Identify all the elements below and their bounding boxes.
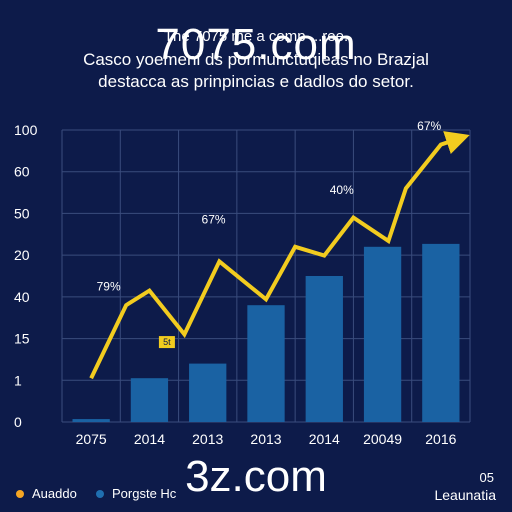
bar xyxy=(305,276,343,422)
annotation-label: 67% xyxy=(202,212,226,226)
y-tick-label: 20 xyxy=(14,247,30,263)
y-tick-label: 50 xyxy=(14,205,30,221)
x-tick-label: 20049 xyxy=(363,431,402,447)
x-tick-label: 2016 xyxy=(425,431,456,447)
corner-number: 05 xyxy=(479,470,494,485)
x-tick-label: 2014 xyxy=(309,431,340,447)
bar xyxy=(247,305,285,422)
annotation-label: 40% xyxy=(330,183,354,197)
x-tick-label: 2075 xyxy=(76,431,107,447)
bar xyxy=(130,378,169,422)
annotation-label: 5t xyxy=(163,337,171,347)
legend-swatch-2 xyxy=(96,489,104,498)
watermark-top: 7075.com xyxy=(155,20,357,69)
legend-label-2: Porgste Hc xyxy=(112,486,177,501)
legend-item-1: Auaddo xyxy=(16,486,77,501)
watermark-bottom: 3z.com xyxy=(185,452,327,501)
bar xyxy=(189,363,227,422)
bar xyxy=(363,246,402,422)
x-tick-label: 2014 xyxy=(134,431,165,447)
legend-label-1: Auaddo xyxy=(32,486,77,501)
y-tick-label: 15 xyxy=(14,331,30,347)
legend-swatch-1 xyxy=(16,489,24,498)
y-tick-label: 40 xyxy=(14,289,30,305)
x-tick-label: 2013 xyxy=(192,431,223,447)
series-line xyxy=(89,131,470,380)
y-tick-label: 60 xyxy=(14,164,30,180)
bar xyxy=(422,243,460,422)
annotation-label: 67% xyxy=(417,119,441,133)
y-tick-label: 100 xyxy=(14,122,38,138)
y-tick-label: 1 xyxy=(14,372,22,388)
header-line-2: Casco yoemenl ds pormunctuqieas no Brazj… xyxy=(83,50,429,69)
annotation-badge xyxy=(158,336,175,349)
annotation-label: 79% xyxy=(97,280,121,294)
corner-label: Leaunatia xyxy=(434,487,496,503)
y-tick-label: 0 xyxy=(14,414,22,430)
header-line-1: The 7075 me a comp ...ree. xyxy=(163,28,349,45)
legend-item-2: Porgste Hc xyxy=(96,486,176,501)
header-line-3: destacca as prinpincias e dadlos do seto… xyxy=(98,72,414,91)
x-tick-label: 2013 xyxy=(250,431,281,447)
bar xyxy=(72,419,110,422)
